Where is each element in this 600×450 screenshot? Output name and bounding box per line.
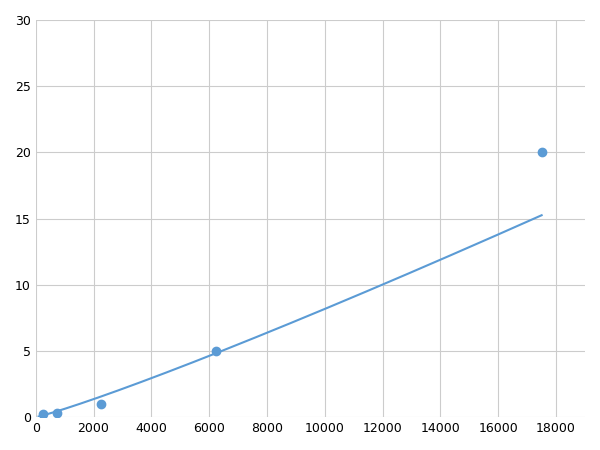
Point [212, 347, 221, 355]
Point [53, 409, 62, 416]
Point [96, 400, 106, 408]
Point [38, 411, 48, 418]
Point [537, 149, 547, 156]
